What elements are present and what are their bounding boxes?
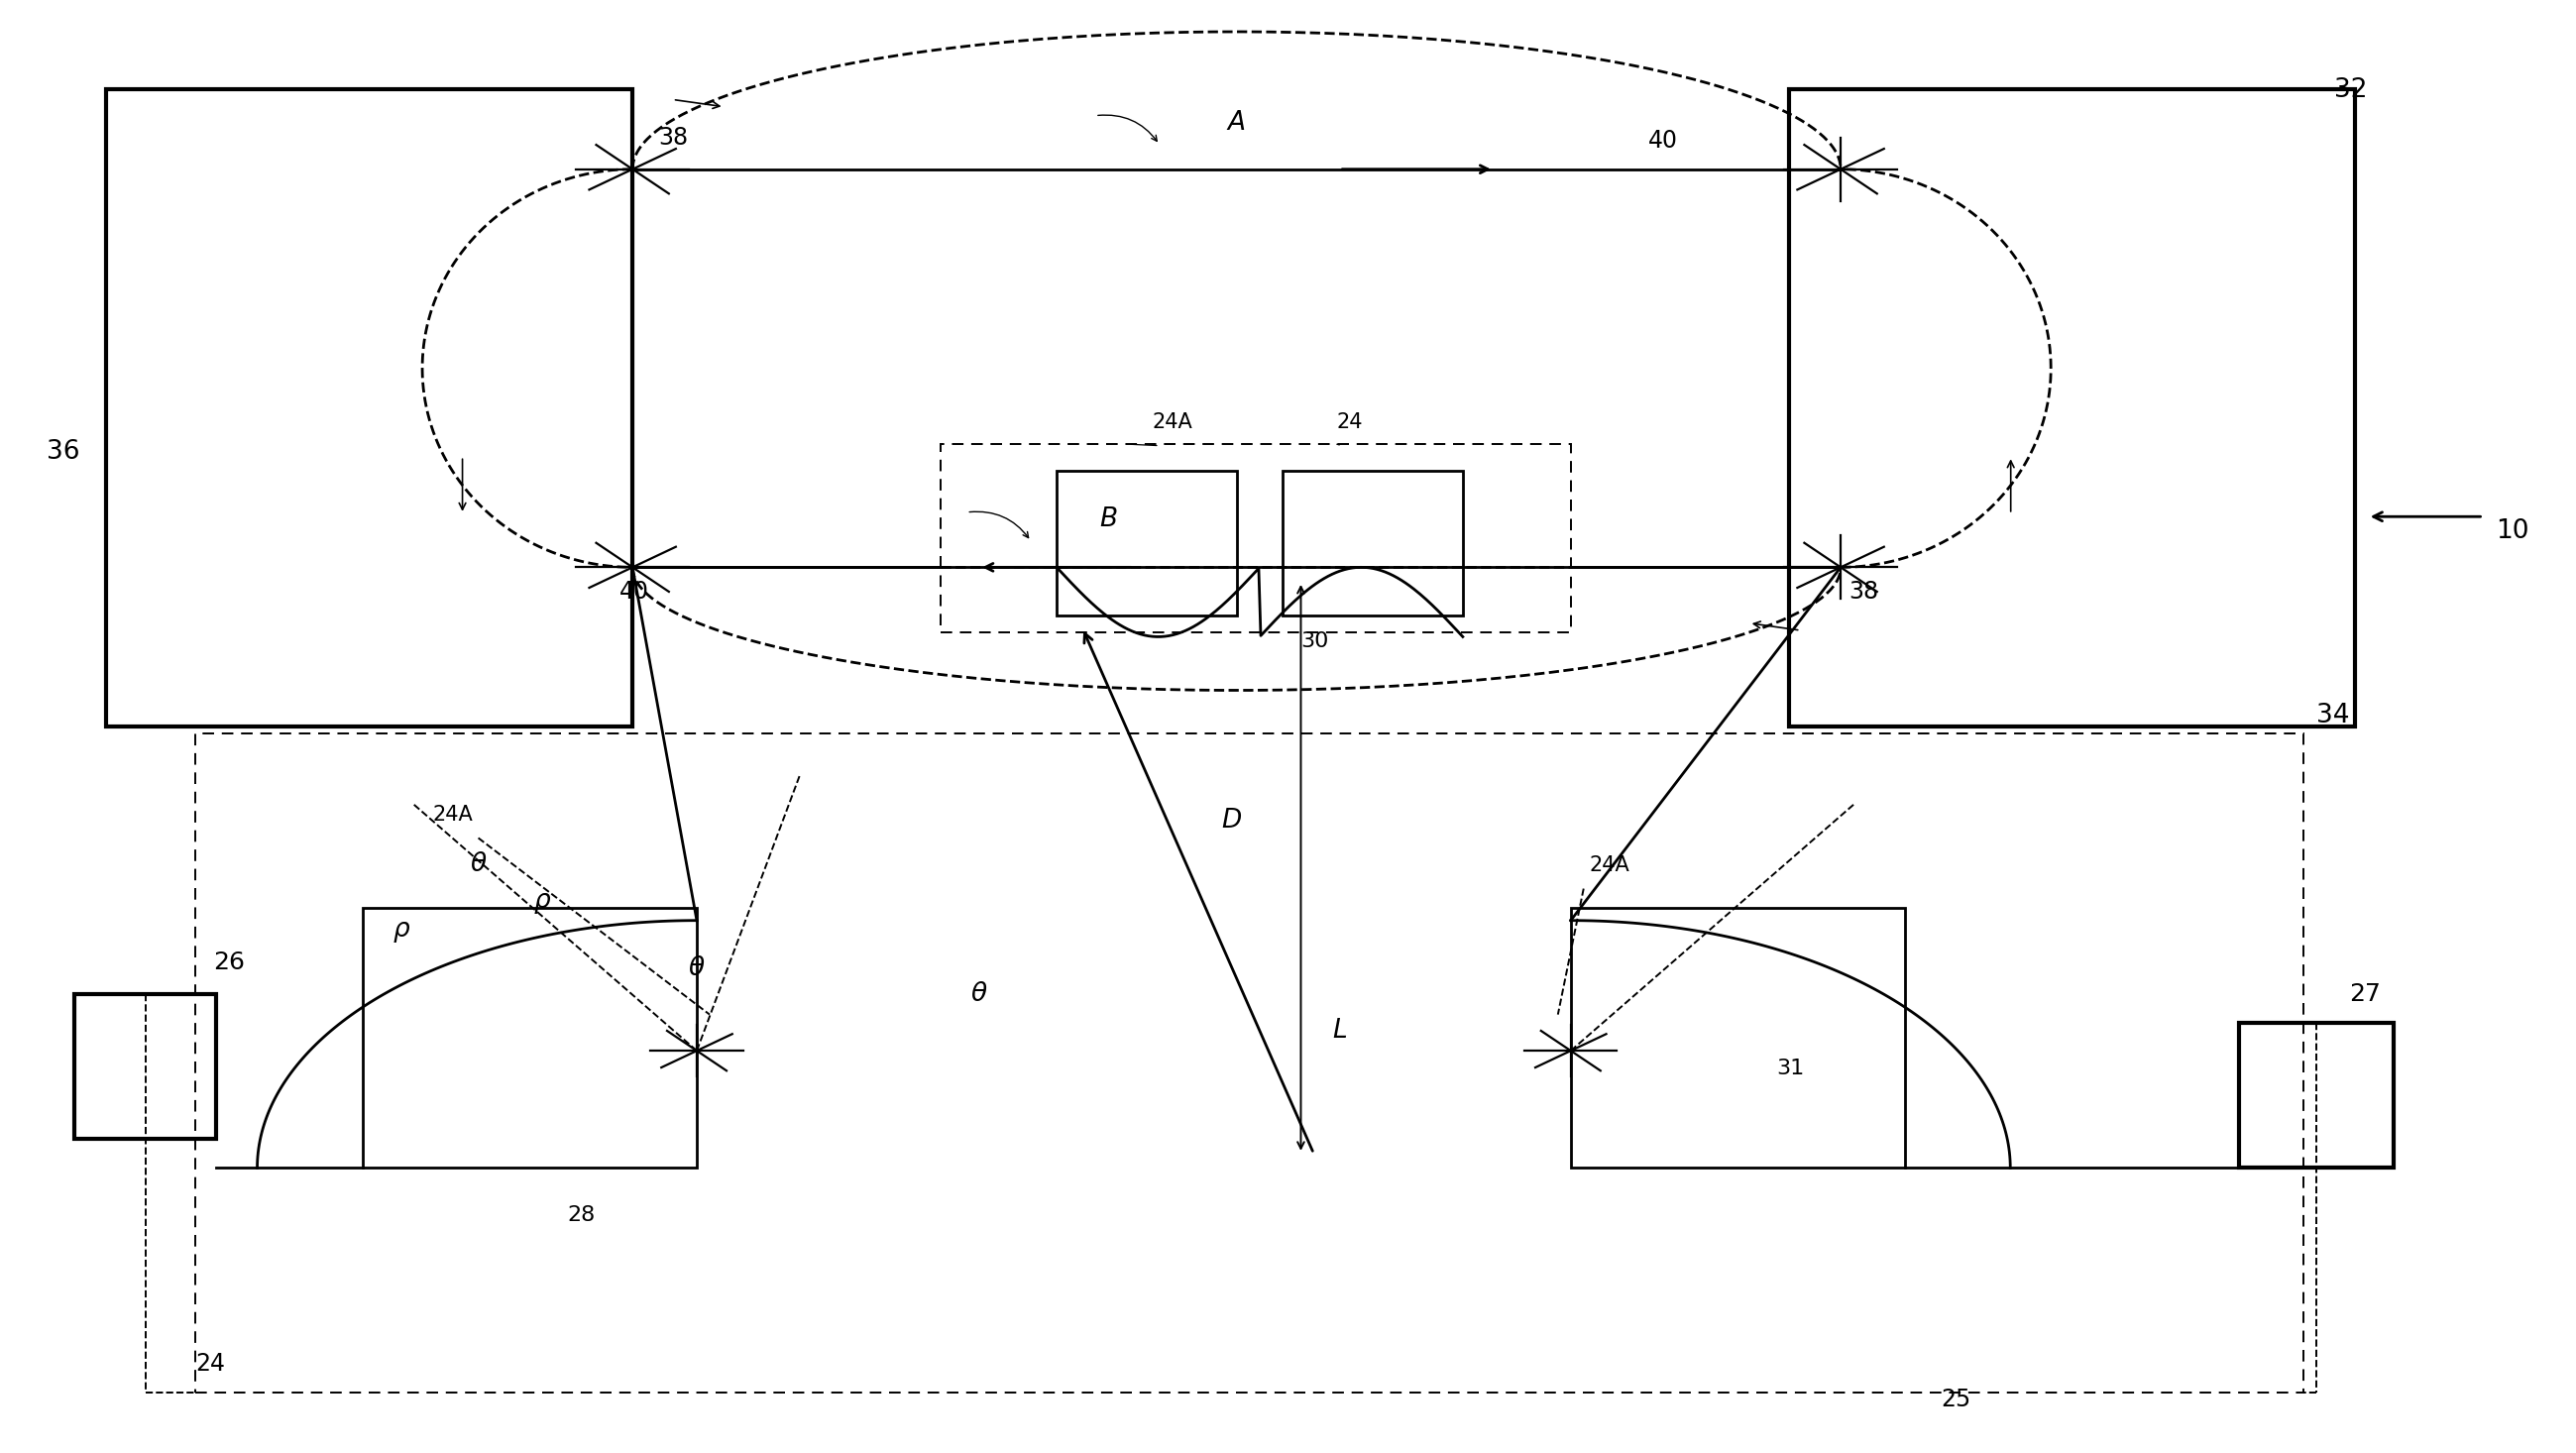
Text: 24A: 24A bbox=[1151, 413, 1193, 433]
Text: D: D bbox=[1221, 808, 1242, 834]
Text: 25: 25 bbox=[1942, 1388, 1971, 1412]
Text: 34: 34 bbox=[2316, 702, 2349, 728]
Bar bbox=[1571, 908, 1904, 1168]
Text: $\theta$: $\theta$ bbox=[688, 956, 706, 981]
Bar bbox=[196, 734, 2303, 1392]
Text: 36: 36 bbox=[46, 439, 80, 465]
Bar bbox=[2239, 1023, 2393, 1168]
Text: 38: 38 bbox=[659, 126, 688, 150]
Text: 26: 26 bbox=[214, 950, 245, 975]
Bar bbox=[1283, 471, 1463, 615]
Text: $\theta$: $\theta$ bbox=[971, 982, 989, 1007]
Text: 31: 31 bbox=[1777, 1058, 1803, 1078]
Text: 24A: 24A bbox=[433, 805, 474, 824]
Text: L: L bbox=[1332, 1019, 1347, 1043]
Bar bbox=[363, 908, 696, 1168]
Bar bbox=[1790, 90, 2354, 726]
Text: $\theta$: $\theta$ bbox=[469, 851, 487, 878]
Bar bbox=[1056, 471, 1236, 615]
Text: 24A: 24A bbox=[1589, 856, 1631, 875]
Text: 30: 30 bbox=[1301, 631, 1329, 651]
Text: 10: 10 bbox=[2496, 519, 2530, 545]
Text: 24: 24 bbox=[1337, 413, 1363, 433]
Text: 24: 24 bbox=[196, 1351, 224, 1376]
Text: 28: 28 bbox=[567, 1206, 595, 1225]
Text: A: A bbox=[1229, 110, 1247, 137]
Text: 40: 40 bbox=[1649, 129, 1677, 153]
Text: 40: 40 bbox=[621, 580, 649, 604]
Text: 32: 32 bbox=[2334, 77, 2367, 103]
Text: 38: 38 bbox=[1850, 580, 1878, 604]
Text: 27: 27 bbox=[2349, 982, 2380, 1007]
Text: B: B bbox=[1100, 507, 1118, 533]
Text: $\rho$: $\rho$ bbox=[392, 918, 410, 944]
Bar bbox=[940, 445, 1571, 632]
Bar bbox=[106, 90, 634, 726]
Bar bbox=[75, 994, 216, 1139]
Text: $\rho$: $\rho$ bbox=[533, 889, 551, 915]
